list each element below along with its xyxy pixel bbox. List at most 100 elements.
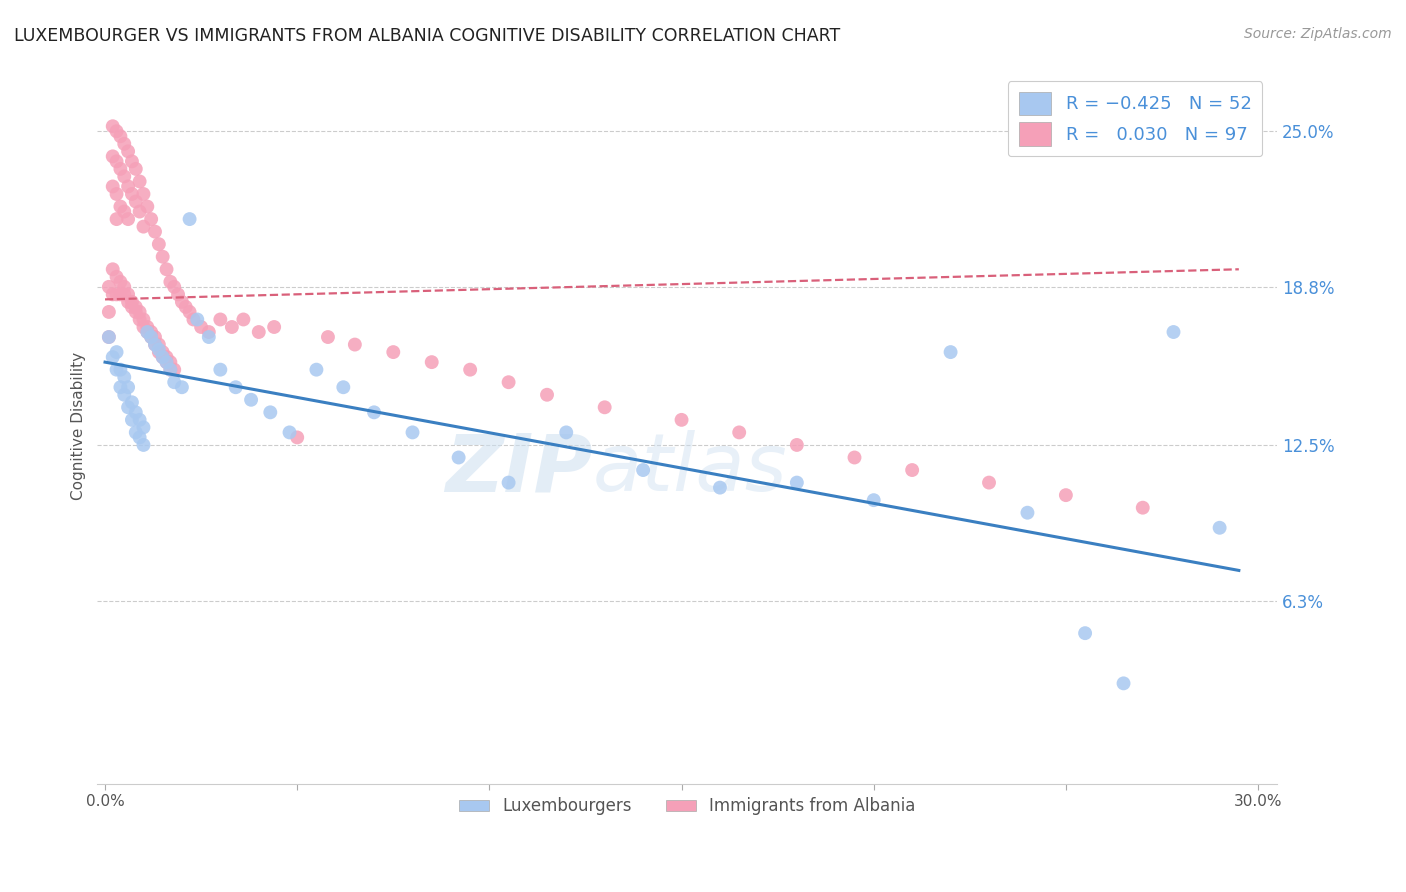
Point xyxy=(136,325,159,339)
Point xyxy=(112,136,135,151)
Point xyxy=(163,362,186,376)
Point xyxy=(174,300,197,314)
Point xyxy=(128,305,150,319)
Point xyxy=(121,154,143,169)
Point xyxy=(709,481,731,495)
Point xyxy=(110,161,132,176)
Point xyxy=(263,320,285,334)
Point xyxy=(155,355,177,369)
Point xyxy=(125,194,148,209)
Point xyxy=(128,430,150,444)
Point xyxy=(125,161,148,176)
Point xyxy=(1074,626,1097,640)
Point xyxy=(117,287,139,301)
Point xyxy=(159,275,181,289)
Point xyxy=(555,425,578,440)
Point xyxy=(112,370,135,384)
Point xyxy=(101,350,124,364)
Point xyxy=(190,320,212,334)
Point xyxy=(125,300,148,314)
Point xyxy=(671,413,693,427)
Point xyxy=(110,287,132,301)
Point xyxy=(167,287,190,301)
Point xyxy=(105,186,128,201)
Point xyxy=(198,325,221,339)
Point xyxy=(152,350,174,364)
Point xyxy=(101,262,124,277)
Point xyxy=(343,337,366,351)
Point xyxy=(420,355,443,369)
Point xyxy=(152,345,174,359)
Point xyxy=(128,204,150,219)
Text: Source: ZipAtlas.com: Source: ZipAtlas.com xyxy=(1244,27,1392,41)
Point xyxy=(132,186,155,201)
Point xyxy=(128,174,150,188)
Point xyxy=(125,425,148,440)
Point xyxy=(143,337,166,351)
Point xyxy=(143,225,166,239)
Point xyxy=(152,350,174,364)
Point xyxy=(101,120,124,134)
Point xyxy=(110,129,132,144)
Point xyxy=(159,362,181,376)
Point xyxy=(593,401,616,415)
Point xyxy=(498,475,520,490)
Point xyxy=(132,420,155,434)
Point xyxy=(179,305,201,319)
Point xyxy=(101,287,124,301)
Point xyxy=(977,475,1000,490)
Point xyxy=(101,149,124,163)
Point xyxy=(121,300,143,314)
Point xyxy=(316,330,339,344)
Point xyxy=(152,250,174,264)
Point xyxy=(498,375,520,389)
Point xyxy=(232,312,254,326)
Point xyxy=(155,262,177,277)
Point xyxy=(117,179,139,194)
Point xyxy=(117,212,139,227)
Point xyxy=(117,380,139,394)
Point xyxy=(939,345,962,359)
Point xyxy=(132,312,155,326)
Point xyxy=(225,380,247,394)
Point xyxy=(305,362,328,376)
Point xyxy=(121,294,143,309)
Point xyxy=(128,312,150,326)
Point xyxy=(148,337,170,351)
Point xyxy=(110,362,132,376)
Point xyxy=(844,450,866,465)
Point xyxy=(125,305,148,319)
Point xyxy=(1017,506,1039,520)
Point xyxy=(136,325,159,339)
Point xyxy=(536,388,558,402)
Point xyxy=(170,294,193,309)
Point xyxy=(1132,500,1154,515)
Point xyxy=(121,395,143,409)
Point xyxy=(1112,676,1135,690)
Point xyxy=(132,320,155,334)
Point xyxy=(141,330,163,344)
Point xyxy=(136,320,159,334)
Point xyxy=(121,186,143,201)
Point xyxy=(728,425,751,440)
Point xyxy=(155,350,177,364)
Point xyxy=(143,330,166,344)
Point xyxy=(285,430,308,444)
Point xyxy=(136,200,159,214)
Point xyxy=(148,343,170,357)
Point xyxy=(110,275,132,289)
Point xyxy=(101,179,124,194)
Point xyxy=(382,345,405,359)
Point xyxy=(363,405,385,419)
Point xyxy=(117,401,139,415)
Point xyxy=(159,355,181,369)
Point xyxy=(105,124,128,138)
Point xyxy=(179,212,201,227)
Point xyxy=(163,280,186,294)
Point xyxy=(125,405,148,419)
Point xyxy=(105,345,128,359)
Legend: Luxembourgers, Immigrants from Albania: Luxembourgers, Immigrants from Albania xyxy=(450,788,925,825)
Point xyxy=(141,325,163,339)
Point xyxy=(198,330,221,344)
Point xyxy=(143,337,166,351)
